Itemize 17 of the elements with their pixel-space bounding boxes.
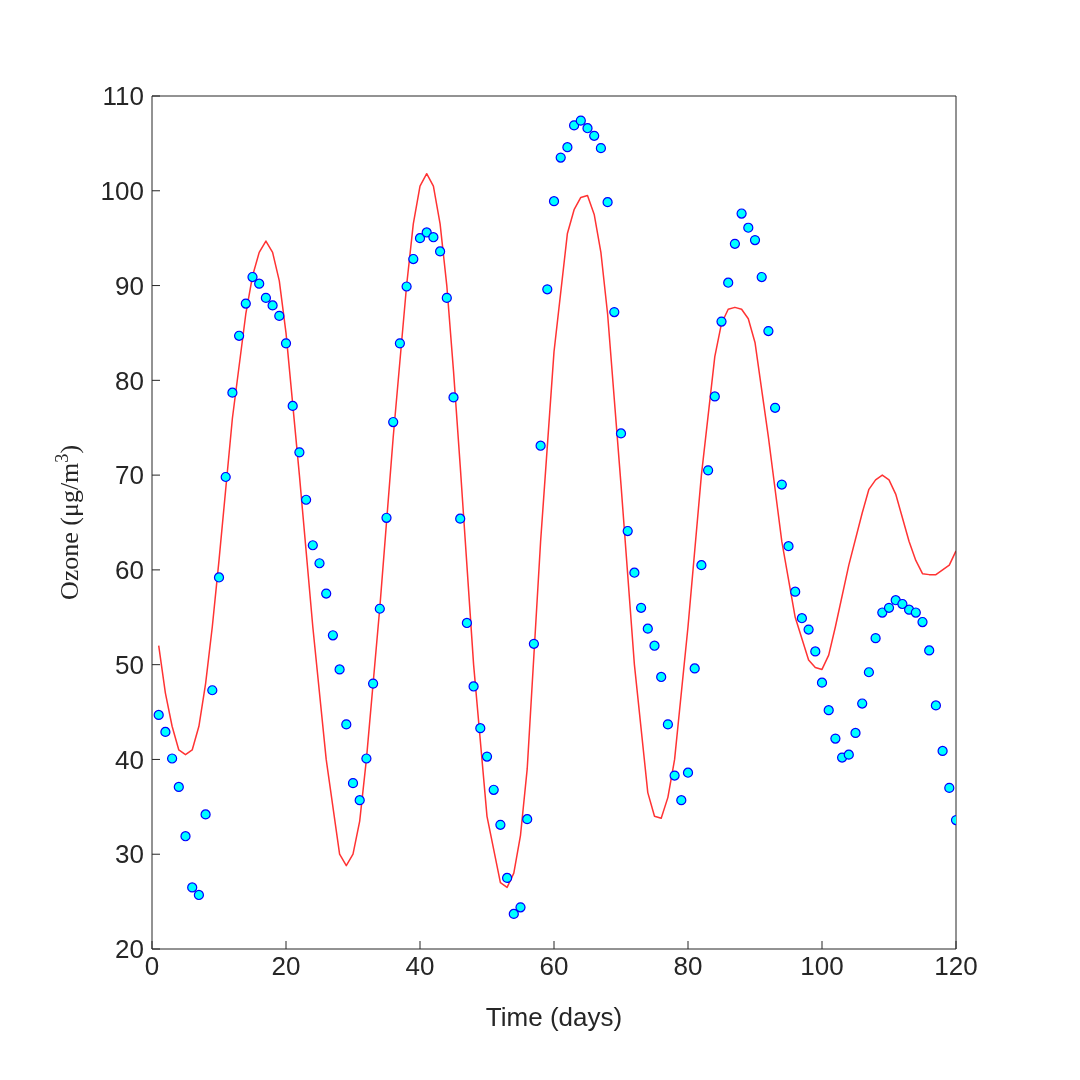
x-axis-title: Time (days) [485,1002,623,1032]
y-tick-label: 80 [115,365,144,396]
y-tick-label: 90 [115,270,144,301]
x-tick-label: 0 [144,951,160,982]
x-tick-label: 120 [934,951,978,982]
x-tick-label: 60 [539,951,569,982]
x-tick-label: 20 [271,951,301,982]
y-tick-label: 60 [115,555,144,586]
y-tick-label: 110 [102,81,144,112]
y-tick-label: 30 [115,839,144,870]
x-tick-label: 100 [800,951,844,982]
y-tick-label: 70 [115,460,144,491]
x-tick-label: 80 [673,951,703,982]
y-tick-label: 50 [115,649,144,680]
x-tick-label: 40 [405,951,435,982]
y-tick-label: 100 [100,176,144,207]
y-tick-label: 40 [115,744,144,775]
